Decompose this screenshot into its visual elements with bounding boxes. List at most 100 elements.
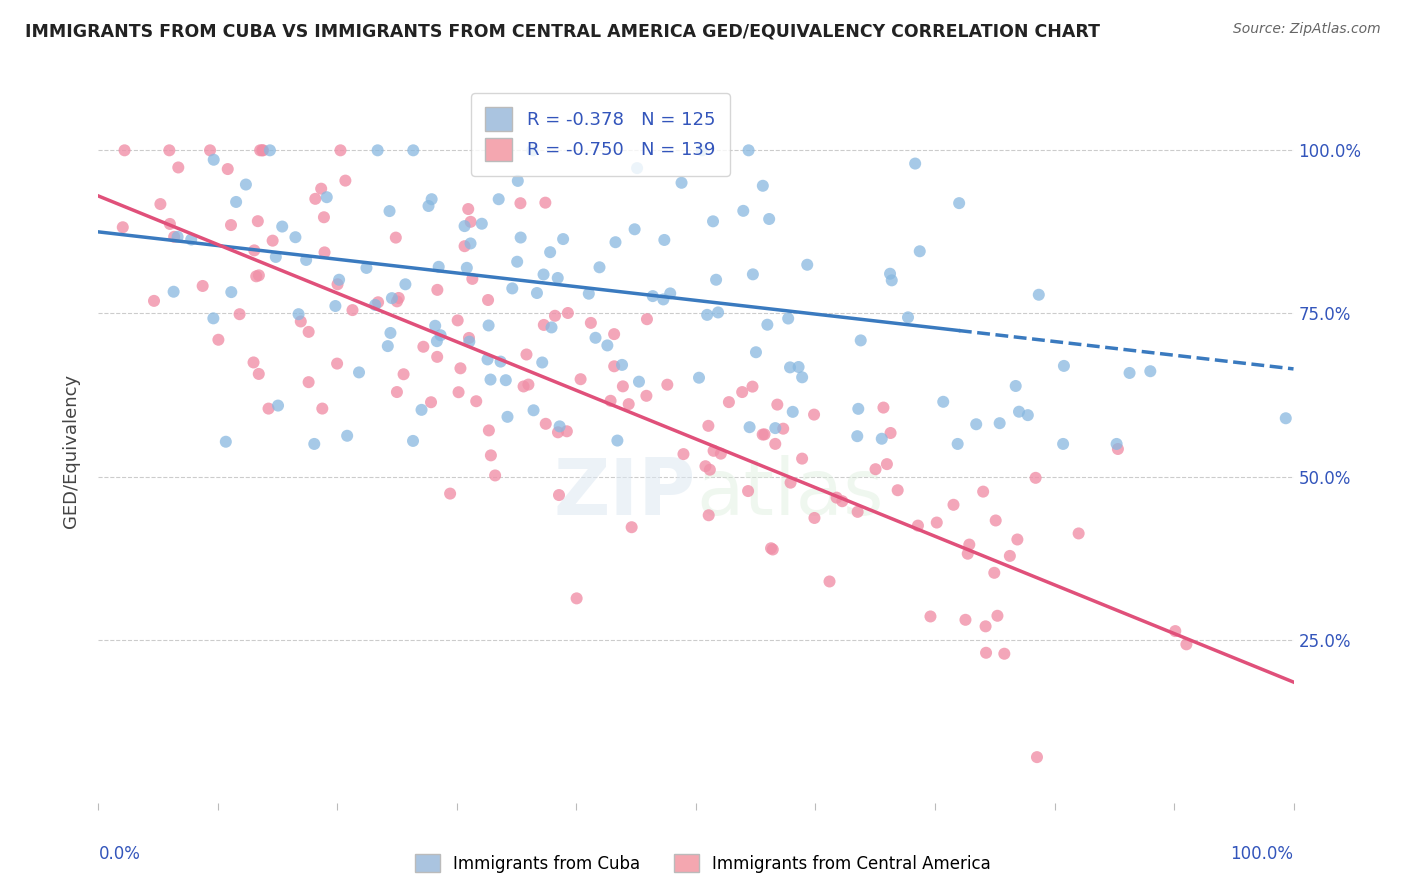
Point <box>1025 471 1047 485</box>
Point <box>456 260 478 275</box>
Point <box>478 318 501 333</box>
Point <box>796 258 818 272</box>
Point <box>818 574 841 589</box>
Point <box>544 309 567 323</box>
Point <box>367 295 389 310</box>
Point <box>429 328 451 343</box>
Point <box>998 549 1021 563</box>
Point <box>1139 364 1161 378</box>
Point <box>394 277 416 292</box>
Point <box>326 357 349 371</box>
Point <box>328 273 350 287</box>
Point <box>246 214 269 228</box>
Point <box>984 514 1007 528</box>
Point <box>779 360 801 375</box>
Point <box>264 250 287 264</box>
Point <box>741 268 763 282</box>
Point <box>202 311 225 326</box>
Point <box>295 252 318 267</box>
Point <box>1008 405 1031 419</box>
Point <box>956 547 979 561</box>
Point <box>654 233 676 247</box>
Point <box>242 355 264 369</box>
Point <box>620 520 643 534</box>
Point <box>1052 437 1074 451</box>
Point <box>983 566 1005 580</box>
Point <box>342 303 364 318</box>
Point <box>471 217 494 231</box>
Point <box>380 326 402 340</box>
Point <box>262 234 284 248</box>
Point <box>696 308 718 322</box>
Point <box>907 518 929 533</box>
Point <box>849 334 872 348</box>
Point <box>506 254 529 268</box>
Point <box>865 462 887 476</box>
Point <box>876 457 898 471</box>
Point <box>517 377 540 392</box>
Point <box>782 405 804 419</box>
Point <box>763 437 786 451</box>
Point <box>477 352 499 367</box>
Point <box>737 144 759 158</box>
Point <box>695 459 717 474</box>
Point <box>162 285 184 299</box>
Point <box>495 373 517 387</box>
Text: IMMIGRANTS FROM CUBA VS IMMIGRANTS FROM CENTRAL AMERICA GED/EQUIVALENCY CORRELAT: IMMIGRANTS FROM CUBA VS IMMIGRANTS FROM … <box>25 22 1101 40</box>
Point <box>533 268 555 282</box>
Point <box>1053 359 1076 373</box>
Point <box>515 347 537 361</box>
Point <box>228 307 250 321</box>
Point <box>974 619 997 633</box>
Point <box>758 212 780 227</box>
Text: Source: ZipAtlas.com: Source: ZipAtlas.com <box>1233 22 1381 37</box>
Point <box>219 218 242 232</box>
Point <box>610 358 633 372</box>
Point <box>325 299 347 313</box>
Point <box>1105 437 1128 451</box>
Point <box>198 144 221 158</box>
Point <box>479 448 502 462</box>
Point <box>1164 624 1187 638</box>
Point <box>418 199 440 213</box>
Point <box>298 325 321 339</box>
Point <box>245 269 267 284</box>
Point <box>392 368 415 382</box>
Point <box>364 298 387 312</box>
Point <box>478 424 501 438</box>
Point <box>908 244 931 259</box>
Point <box>948 196 970 211</box>
Point <box>166 230 188 244</box>
Point <box>759 541 782 556</box>
Point <box>690 144 713 158</box>
Point <box>671 176 693 190</box>
Point <box>271 219 294 234</box>
Point <box>707 305 730 319</box>
Point <box>259 144 281 158</box>
Point <box>741 379 763 393</box>
Point <box>111 220 134 235</box>
Point <box>942 498 965 512</box>
Point <box>191 279 214 293</box>
Point <box>402 434 425 448</box>
Point <box>221 285 243 299</box>
Point <box>215 434 238 449</box>
Point <box>1026 750 1049 764</box>
Point <box>297 375 319 389</box>
Point <box>167 161 190 175</box>
Point <box>717 395 740 409</box>
Point <box>426 334 449 348</box>
Point <box>447 385 470 400</box>
Point <box>378 204 401 219</box>
Point <box>252 144 274 158</box>
Point <box>993 647 1015 661</box>
Point <box>326 277 349 292</box>
Point <box>617 397 640 411</box>
Point <box>652 293 675 307</box>
Point <box>886 483 908 498</box>
Point <box>385 385 408 400</box>
Point <box>846 401 869 416</box>
Text: atlas: atlas <box>696 455 883 531</box>
Point <box>460 215 482 229</box>
Point <box>779 475 801 490</box>
